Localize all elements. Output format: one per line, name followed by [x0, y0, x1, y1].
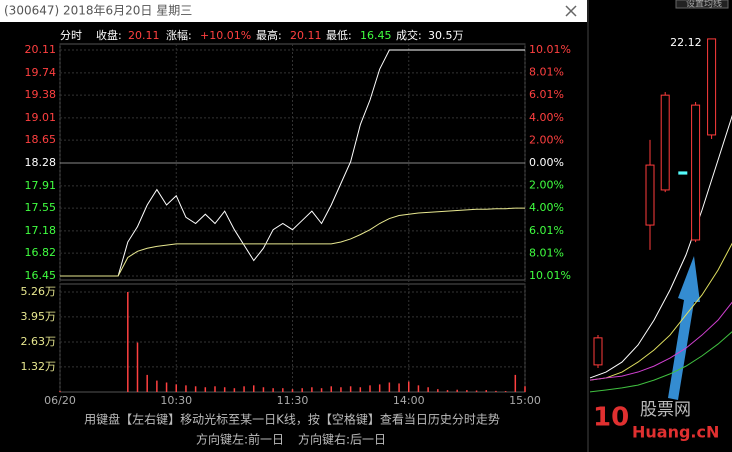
info-value: 16.45: [360, 29, 392, 42]
y2-tick-label: 2.00%: [529, 179, 564, 192]
volume-tick-label: 3.95万: [21, 310, 57, 323]
candle-body: [660, 94, 670, 191]
volume-tick-label: 5.26万: [21, 285, 57, 298]
ma-line: [589, 242, 732, 381]
info-value: 20.11: [128, 29, 160, 42]
ma-line: [589, 331, 732, 393]
candle-body: [593, 337, 603, 366]
watermark-name: 股票网: [640, 400, 691, 420]
volume-tick-label: 1.32万: [21, 360, 57, 373]
info-value: 30.5万: [428, 29, 464, 42]
x-tick-label: 15:00: [509, 394, 541, 407]
y2-tick-label: 8.01%: [529, 66, 564, 79]
window-title: (300647) 2018年6月20日 星期三: [4, 4, 192, 18]
price-line: [60, 49, 525, 277]
x-tick-label: 10:30: [160, 394, 192, 407]
y2-tick-label: 8.01%: [529, 246, 564, 259]
info-value: +10.01%: [200, 29, 251, 42]
x-tick-label: 14:00: [393, 394, 425, 407]
candle-body: [678, 171, 688, 175]
watermark-site: Huang.cN: [632, 423, 719, 442]
y-tick-label: 19.01: [25, 111, 57, 124]
x-tick-label: 06/20: [44, 394, 76, 407]
high-label: 22.12: [670, 36, 702, 49]
price-line: [60, 207, 525, 277]
candle-body: [645, 164, 655, 226]
info-mode: 分时: [60, 29, 82, 42]
info-label: 收盘:: [96, 28, 122, 42]
y-tick-label: 19.74: [25, 66, 57, 79]
ma-button-box[interactable]: [675, 0, 729, 9]
candle-body: [707, 38, 717, 136]
info-label: 最高:: [256, 28, 282, 42]
title-bar: [0, 0, 587, 22]
y2-tick-label: 6.01%: [529, 224, 564, 237]
y-tick-label: 18.28: [25, 156, 57, 169]
y-tick-label: 20.11: [25, 43, 57, 56]
candle-body: [691, 104, 701, 241]
blue-arrow: [668, 256, 700, 400]
footer-next: 方向键右:后一日: [298, 432, 386, 447]
info-value: 20.11: [290, 29, 322, 42]
footer-hint: 用键盘【左右键】移动光标至某一日K线，按【空格键】查看当日历史分时走势: [84, 412, 500, 427]
y-tick-label: 17.91: [25, 179, 57, 192]
y2-tick-label: 4.00%: [529, 111, 564, 124]
y-tick-label: 19.38: [25, 88, 57, 101]
ma-line: [589, 114, 732, 379]
y-tick-label: 18.65: [25, 133, 57, 146]
footer-prev: 方向键左:前一日: [196, 432, 284, 447]
y-tick-label: 16.82: [25, 246, 57, 259]
ma-line: [589, 301, 732, 381]
info-label: 最低:: [326, 29, 352, 42]
y2-tick-label: 6.01%: [529, 88, 564, 101]
volume-tick-label: 2.63万: [21, 335, 57, 348]
y2-tick-label: 10.01%: [529, 269, 571, 282]
y-tick-label: 17.18: [25, 224, 57, 237]
y2-tick-label: 4.00%: [529, 201, 564, 214]
y2-tick-label: 10.01%: [529, 43, 571, 56]
y-tick-label: 17.55: [25, 201, 57, 214]
y-tick-label: 16.45: [25, 269, 57, 282]
watermark-logo: 10: [593, 403, 629, 433]
info-label: 涨幅:: [166, 29, 192, 42]
y2-tick-label: 2.00%: [529, 133, 564, 146]
info-label: 成交:: [396, 28, 422, 42]
ma-button[interactable]: 设置均线: [686, 0, 722, 10]
y2-tick-label: 0.00%: [529, 156, 564, 169]
x-tick-label: 11:30: [277, 394, 309, 407]
close-button[interactable]: [565, 5, 577, 17]
